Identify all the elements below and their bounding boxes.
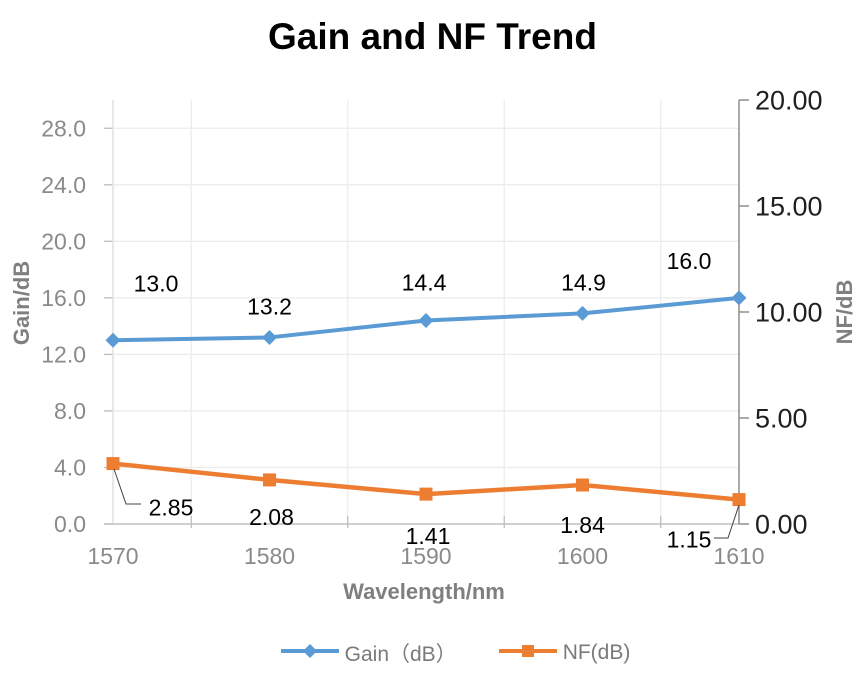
nf-marker-square xyxy=(732,493,746,507)
y-right-tick-label: 20.00 xyxy=(755,85,823,115)
data-label-leader-line xyxy=(714,504,740,539)
y-left-tick-label: 20.0 xyxy=(41,228,86,254)
gain-legend-marker-icon xyxy=(280,642,339,665)
diamond-icon xyxy=(280,643,339,658)
y-left-tick-label: 0.0 xyxy=(54,511,86,537)
legend-item-nf: NF(dB) xyxy=(498,641,631,665)
gain-marker-diamond xyxy=(731,290,747,306)
gain-marker-diamond xyxy=(575,305,590,321)
data-label: 13.0 xyxy=(134,270,179,296)
chart-title: Gain and NF Trend xyxy=(268,16,597,57)
data-label-leader-line xyxy=(113,468,141,505)
nf-marker-square xyxy=(419,487,433,501)
y-left-tick-label: 8.0 xyxy=(54,398,86,424)
data-label: 2.08 xyxy=(249,504,294,530)
nf-marker-square xyxy=(106,457,120,471)
legend-item-gain: Gain（dB） xyxy=(280,638,457,668)
data-label: 2.85 xyxy=(149,495,194,521)
y-right-tick-label: 5.00 xyxy=(755,403,808,433)
nf-legend-marker-icon xyxy=(498,642,557,665)
data-label: 13.2 xyxy=(247,293,292,319)
right-axis-title: NF/dB xyxy=(832,279,857,345)
y-left-tick-label: 16.0 xyxy=(41,285,86,311)
x-tick-label: 1600 xyxy=(557,543,608,569)
y-left-tick-label: 4.0 xyxy=(54,455,86,481)
legend-label-nf: NF(dB) xyxy=(562,641,631,664)
y-right-tick-label: 15.00 xyxy=(755,191,823,221)
x-tick-label: 1590 xyxy=(400,543,451,569)
y-right-tick-label: 0.00 xyxy=(755,509,808,539)
y-right-tick-label: 10.00 xyxy=(755,297,823,327)
data-label: 14.4 xyxy=(402,270,447,296)
square-icon xyxy=(498,644,557,657)
data-label: 1.84 xyxy=(560,512,605,538)
nf-marker-square xyxy=(263,473,276,487)
gain-marker-diamond xyxy=(262,329,277,345)
gain-marker-diamond xyxy=(105,332,121,348)
x-axis-title: Wavelength/nm xyxy=(343,579,505,604)
gain-marker-diamond xyxy=(418,312,434,328)
legend-label-gain: Gain（dB） xyxy=(344,643,457,666)
data-label: 1.15 xyxy=(667,527,712,553)
left-axis-title: Gain/dB xyxy=(9,260,34,346)
data-label: 1.41 xyxy=(406,523,451,549)
x-tick-label: 1610 xyxy=(713,543,764,569)
legend: Gain（dB） NF(dB) xyxy=(0,638,865,668)
data-label: 16.0 xyxy=(667,248,712,274)
y-left-tick-label: 24.0 xyxy=(41,172,86,198)
nf-marker-square xyxy=(576,478,589,492)
data-label: 14.9 xyxy=(561,269,606,295)
y-left-tick-label: 12.0 xyxy=(41,341,86,367)
x-tick-label: 1570 xyxy=(87,543,138,569)
x-tick-label: 1580 xyxy=(244,543,295,569)
y-left-tick-label: 28.0 xyxy=(41,115,86,141)
